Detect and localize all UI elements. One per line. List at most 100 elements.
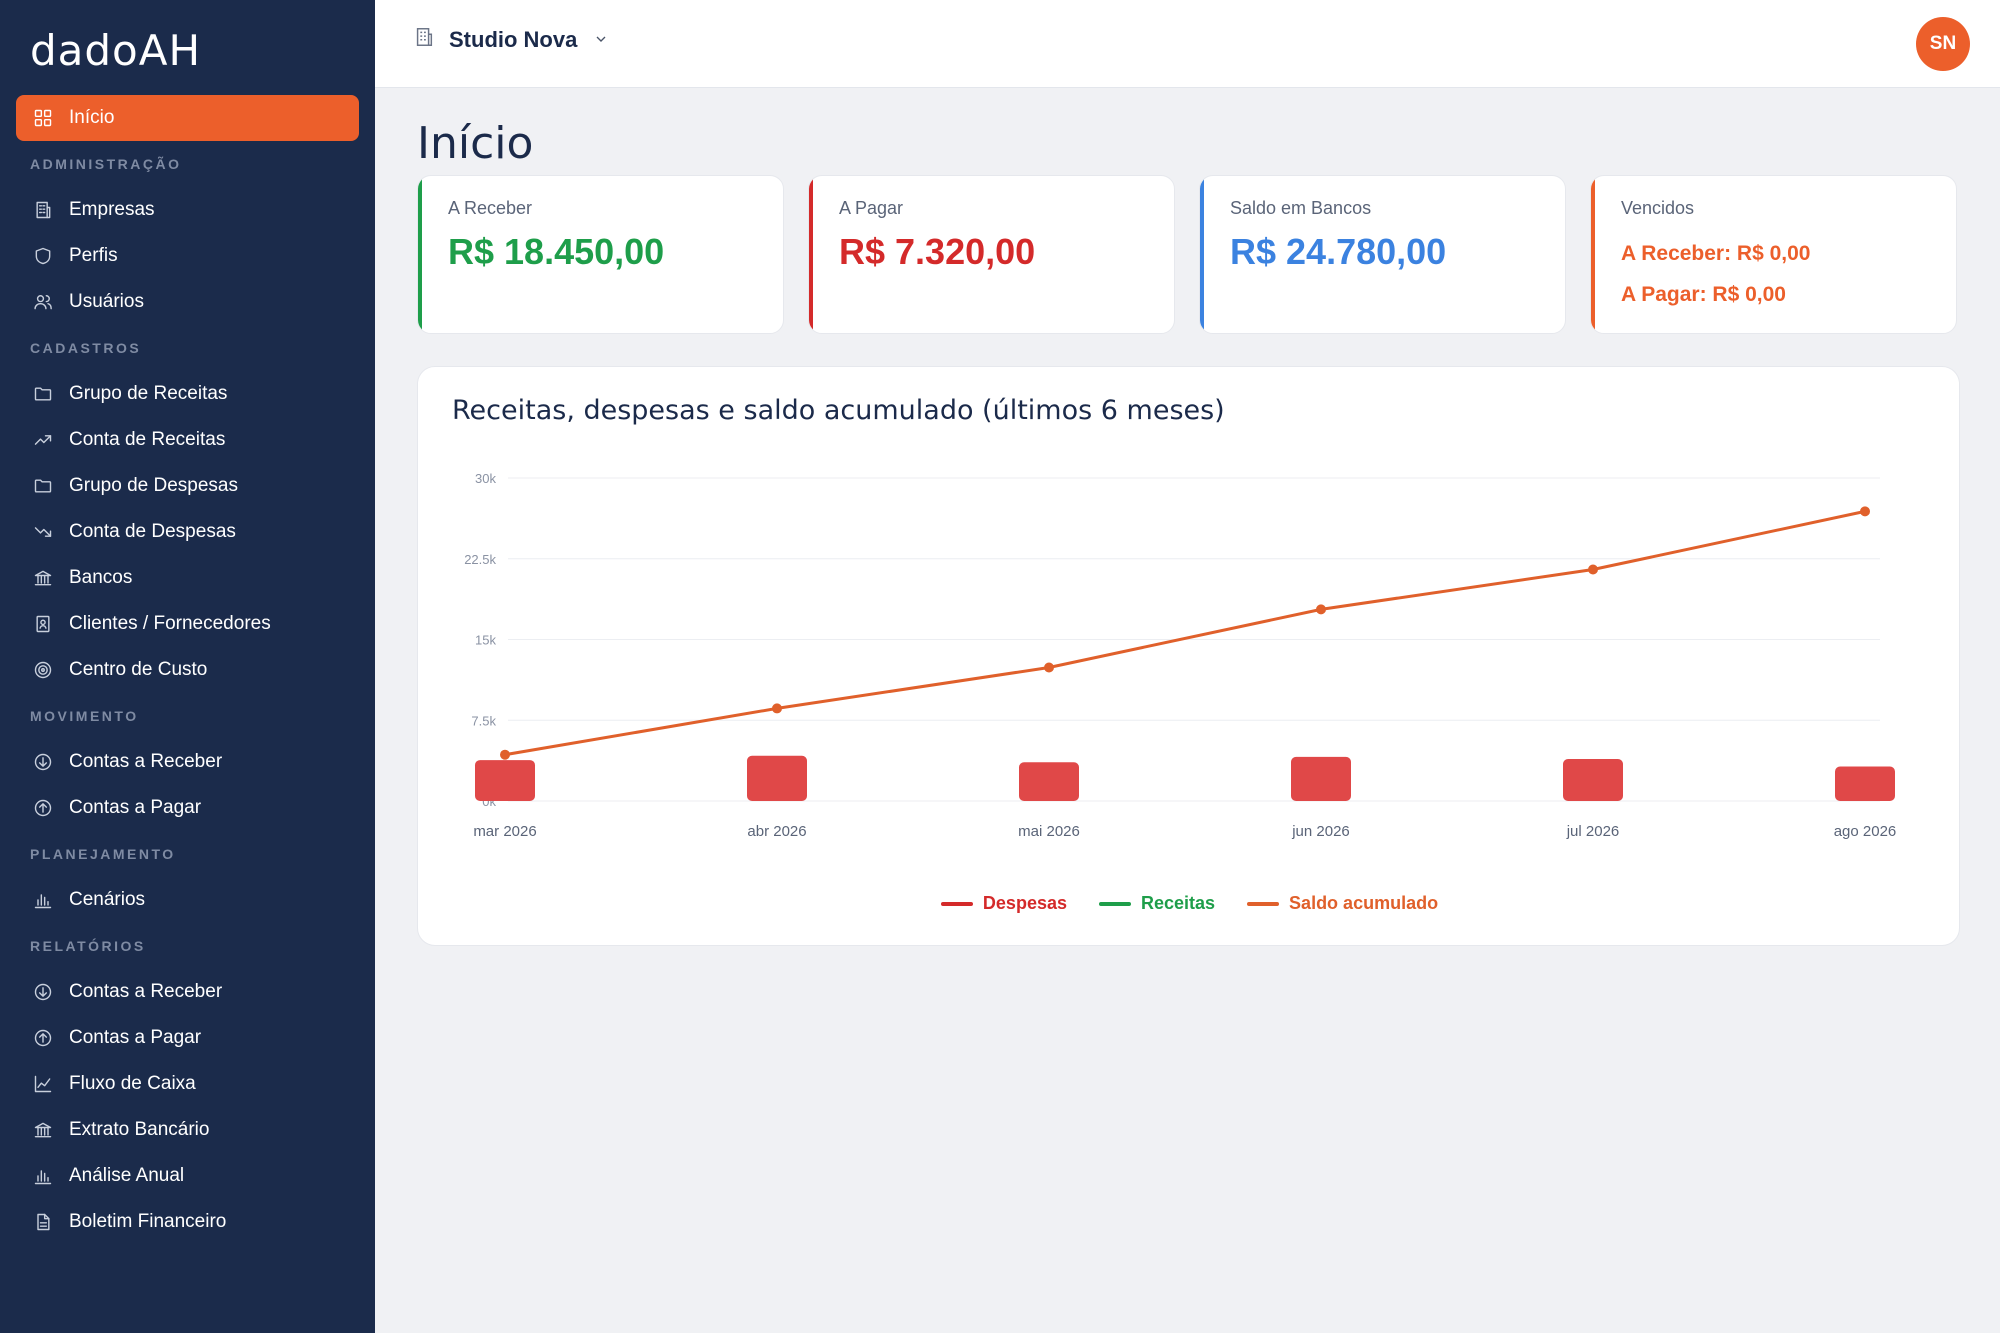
vencidos-receber: A Receber: R$ 0,00 (1621, 242, 1811, 265)
folder-icon (32, 383, 54, 405)
x-tick-label: mar 2026 (473, 823, 536, 840)
sidebar-section-title: CADASTROS (30, 340, 142, 356)
sidebar-item-label: Centro de Custo (69, 659, 208, 680)
sidebar-item-label: Análise Anual (69, 1165, 185, 1186)
legend-item[interactable]: Receitas (1098, 893, 1216, 914)
shield-icon (32, 245, 54, 267)
sidebar-item-conta-de-receitas[interactable]: Conta de Receitas (16, 417, 359, 463)
sidebar-item-centro-de-custo[interactable]: Centro de Custo (16, 647, 359, 693)
sidebar: dadoAH Início ADMINISTRAÇÃO Empresas Perfi… (0, 0, 375, 1333)
grid-icon (32, 107, 54, 129)
sidebar-item-contas-a-pagar[interactable]: Contas a Pagar (16, 785, 359, 831)
sidebar-item-perfis[interactable]: Perfis (16, 233, 359, 279)
card-label: A Pagar (839, 198, 904, 218)
bar-despesas (1563, 759, 1623, 801)
sidebar-item-grupo-de-despesas[interactable]: Grupo de Despesas (16, 463, 359, 509)
sidebar-item-label: Conta de Despesas (69, 521, 236, 542)
sidebar-item-label: Grupo de Receitas (69, 383, 228, 404)
top-bar: Studio Nova SN (375, 0, 2000, 88)
sidebar-item-contas-a-receber[interactable]: Contas a Receber (16, 739, 359, 785)
legend-label: Receitas (1140, 893, 1216, 913)
card-a-pagar: A Pagar R$ 7.320,00 (808, 175, 1175, 334)
chart-title: Receitas, despesas e saldo acumulado (úl… (452, 395, 1225, 426)
bar-despesas (1291, 756, 1351, 801)
sidebar-item-boletim-financeiro[interactable]: Boletim Financeiro (16, 1199, 359, 1245)
bar-despesas (1019, 762, 1079, 801)
bar-despesas (747, 755, 807, 801)
y-tick-label: 15k (475, 633, 496, 648)
sidebar-item-contas-a-pagar[interactable]: Contas a Pagar (16, 1015, 359, 1061)
users-icon (32, 291, 54, 313)
point-saldo-acumulado (1044, 662, 1054, 673)
bar-chart-icon (32, 1165, 54, 1187)
sidebar-section-title: MOVIMENTO (30, 708, 139, 724)
trending-up-icon (32, 429, 54, 451)
sidebar-item-conta-de-despesas[interactable]: Conta de Despesas (16, 509, 359, 555)
trending-down-icon (32, 521, 54, 543)
app-logo: dadoAH (30, 26, 202, 75)
chart-legend: Despesas Receitas Saldo acumulado (418, 893, 1961, 914)
chart-panel: Receitas, despesas e saldo acumulado (úl… (417, 366, 1960, 946)
point-saldo-acumulado (772, 703, 782, 714)
chevron-down-icon (577, 27, 609, 53)
company-name: Studio Nova (449, 27, 578, 52)
x-tick-label: ago 2026 (1834, 823, 1897, 840)
sidebar-item-analise-anual[interactable]: Análise Anual (16, 1153, 359, 1199)
sidebar-section-title: ADMINISTRAÇÃO (30, 156, 182, 172)
sidebar-item-label: Contas a Pagar (69, 1027, 202, 1048)
document-icon (32, 1211, 54, 1233)
folder-icon (32, 475, 54, 497)
legend-swatch (940, 901, 973, 906)
sidebar-item-extrato-bancario[interactable]: Extrato Bancário (16, 1107, 359, 1153)
building-icon (32, 199, 54, 221)
sidebar-item-fluxo-de-caixa[interactable]: Fluxo de Caixa (16, 1061, 359, 1107)
sidebar-item-label: Grupo de Despesas (69, 475, 238, 496)
card-a-receber: A Receber R$ 18.450,00 (417, 175, 784, 334)
vencidos-pagar: A Pagar: R$ 0,00 (1621, 283, 1786, 306)
sidebar-item-grupo-de-receitas[interactable]: Grupo de Receitas (16, 371, 359, 417)
point-saldo-acumulado (1588, 564, 1598, 575)
y-tick-label: 22.5k (464, 552, 496, 567)
arrow-down-circle-icon (32, 751, 54, 773)
sidebar-item-label: Empresas (69, 199, 155, 220)
sidebar-item-label: Bancos (69, 567, 133, 588)
sidebar-item-label: Fluxo de Caixa (69, 1073, 196, 1094)
card-value: R$ 18.450,00 (448, 231, 665, 272)
legend-label: Saldo acumulado (1289, 893, 1439, 913)
arrow-up-circle-icon (32, 1027, 54, 1049)
card-saldo-bancos: Saldo em Bancos R$ 24.780,00 (1199, 175, 1566, 334)
card-value: R$ 7.320,00 (839, 231, 1036, 272)
sidebar-item-bancos[interactable]: Bancos (16, 555, 359, 601)
sidebar-item-label: Extrato Bancário (69, 1119, 210, 1140)
bar-despesas (475, 760, 535, 801)
card-value: R$ 24.780,00 (1230, 231, 1447, 272)
sidebar-item-label: Clientes / Fornecedores (69, 613, 271, 634)
legend-swatch (1247, 901, 1280, 906)
sidebar-item-label: Perfis (69, 245, 118, 266)
legend-swatch (1098, 901, 1131, 906)
sidebar-item-label: Cenários (69, 889, 146, 910)
sidebar-item-label: Conta de Receitas (69, 429, 226, 450)
x-tick-label: jul 2026 (1566, 823, 1620, 840)
sidebar-item-usuarios[interactable]: Usuários (16, 279, 359, 325)
y-tick-label: 7.5k (471, 713, 496, 728)
legend-item[interactable]: Despesas (940, 893, 1067, 914)
avatar[interactable]: SN (1916, 17, 1970, 71)
page-title: Início (417, 118, 534, 169)
sidebar-nav: Início ADMINISTRAÇÃO Empresas Perfis Usuári… (16, 95, 359, 1245)
sidebar-item-cenarios[interactable]: Cenários (16, 877, 359, 923)
sidebar-item-inicio[interactable]: Início (16, 95, 359, 141)
sidebar-item-contas-a-receber[interactable]: Contas a Receber (16, 969, 359, 1015)
line-saldo-acumulado (504, 509, 1866, 757)
legend-item[interactable]: Saldo acumulado (1247, 893, 1438, 914)
x-tick-label: jun 2026 (1291, 823, 1350, 840)
sidebar-item-clientes-fornecedores[interactable]: Clientes / Fornecedores (16, 601, 359, 647)
card-label: A Receber (448, 198, 533, 218)
x-tick-label: mai 2026 (1018, 823, 1080, 840)
sidebar-item-label: Usuários (69, 291, 144, 312)
company-selector[interactable]: Studio Nova (413, 26, 609, 54)
card-vencidos: Vencidos A Receber: R$ 0,00 A Pagar: R$ … (1590, 175, 1957, 334)
sidebar-item-empresas[interactable]: Empresas (16, 187, 359, 233)
line-chart-icon (32, 1073, 54, 1095)
